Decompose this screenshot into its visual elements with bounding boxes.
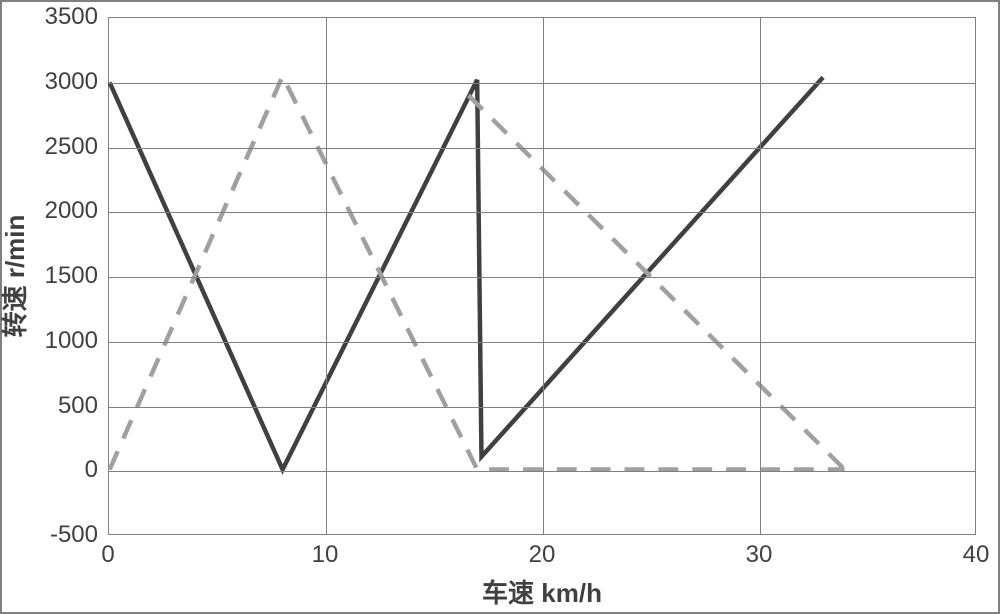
gridline-horizontal xyxy=(109,212,975,213)
x-tick-label: 20 xyxy=(529,541,556,569)
gridline-horizontal xyxy=(109,342,975,343)
series-dashed-down xyxy=(469,95,845,469)
gridline-horizontal xyxy=(109,407,975,408)
gridline-horizontal xyxy=(109,277,975,278)
gridline-vertical xyxy=(326,18,327,534)
x-tick-label: 0 xyxy=(101,541,114,569)
y-tick-label: 2500 xyxy=(45,133,98,161)
gridline-vertical xyxy=(760,18,761,534)
y-tick-label: 2000 xyxy=(45,197,98,225)
y-tick-label: -500 xyxy=(50,521,98,549)
y-tick-label: 1000 xyxy=(45,327,98,355)
gridline-horizontal xyxy=(109,83,975,84)
y-tick-label: 500 xyxy=(58,392,98,420)
y-tick-label: 3500 xyxy=(45,3,98,31)
line-series xyxy=(109,18,975,534)
plot-area xyxy=(108,17,976,535)
x-tick-label: 30 xyxy=(746,541,773,569)
x-tick-label: 10 xyxy=(312,541,339,569)
y-tick-label: 3000 xyxy=(45,68,98,96)
y-axis-label: 转速 r/min xyxy=(0,215,32,338)
gridline-horizontal xyxy=(109,471,975,472)
gridline-horizontal xyxy=(109,148,975,149)
y-tick-label: 1500 xyxy=(45,262,98,290)
series-solid xyxy=(110,77,823,469)
x-tick-label: 40 xyxy=(963,541,990,569)
gridline-vertical xyxy=(543,18,544,534)
chart-frame: 转速 r/min 车速 km/h -5000500100015002000250… xyxy=(0,0,1000,614)
y-tick-label: 0 xyxy=(85,456,98,484)
x-axis-label: 车速 km/h xyxy=(482,573,602,610)
